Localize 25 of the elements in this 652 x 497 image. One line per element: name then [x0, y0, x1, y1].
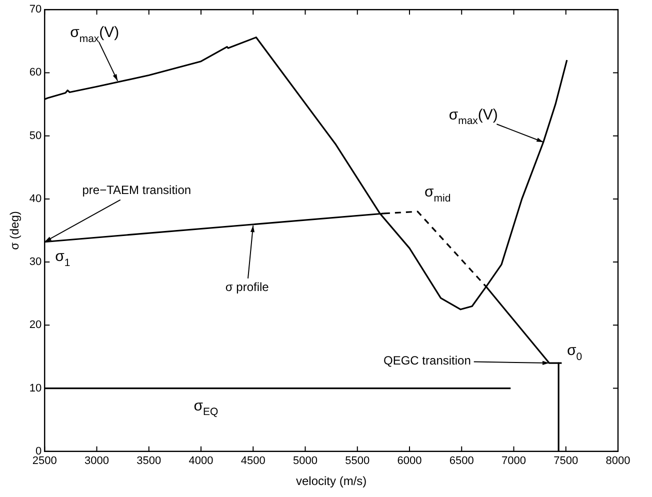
x-tick-label: 4500: [240, 455, 266, 468]
x-tick-label: 5500: [345, 455, 370, 468]
y-tick-label: 50: [29, 130, 42, 142]
y-tick-label: 30: [29, 256, 42, 268]
y-tick-label: 40: [29, 192, 42, 205]
y-axis-title: σ (deg): [8, 211, 22, 250]
annotation: pre−TAEM transition: [82, 183, 192, 198]
y-tick-label: 20: [29, 319, 42, 332]
x-tick-label: 2500: [32, 455, 57, 468]
x-tick-label: 6000: [397, 455, 422, 468]
x-tick-label: 8000: [606, 455, 630, 468]
x-tick-label: 5000: [293, 455, 318, 468]
y-tick-label: 0: [36, 445, 42, 458]
y-tick-label: 70: [29, 4, 42, 16]
annotation: σ profile: [225, 280, 270, 294]
y-tick-label: 10: [29, 382, 42, 394]
x-tick-label: 3000: [84, 455, 109, 468]
y-tick-label: 60: [29, 66, 42, 79]
x-tick-label: 3500: [136, 455, 162, 468]
x-tick-label: 6500: [449, 455, 474, 468]
x-axis-title: velocity (m/s): [296, 474, 367, 488]
x-tick-label: 7000: [502, 455, 526, 468]
annotation: QEGC transition: [384, 353, 471, 368]
x-tick-label: 4000: [188, 455, 214, 468]
x-tick-label: 7500: [554, 455, 578, 468]
